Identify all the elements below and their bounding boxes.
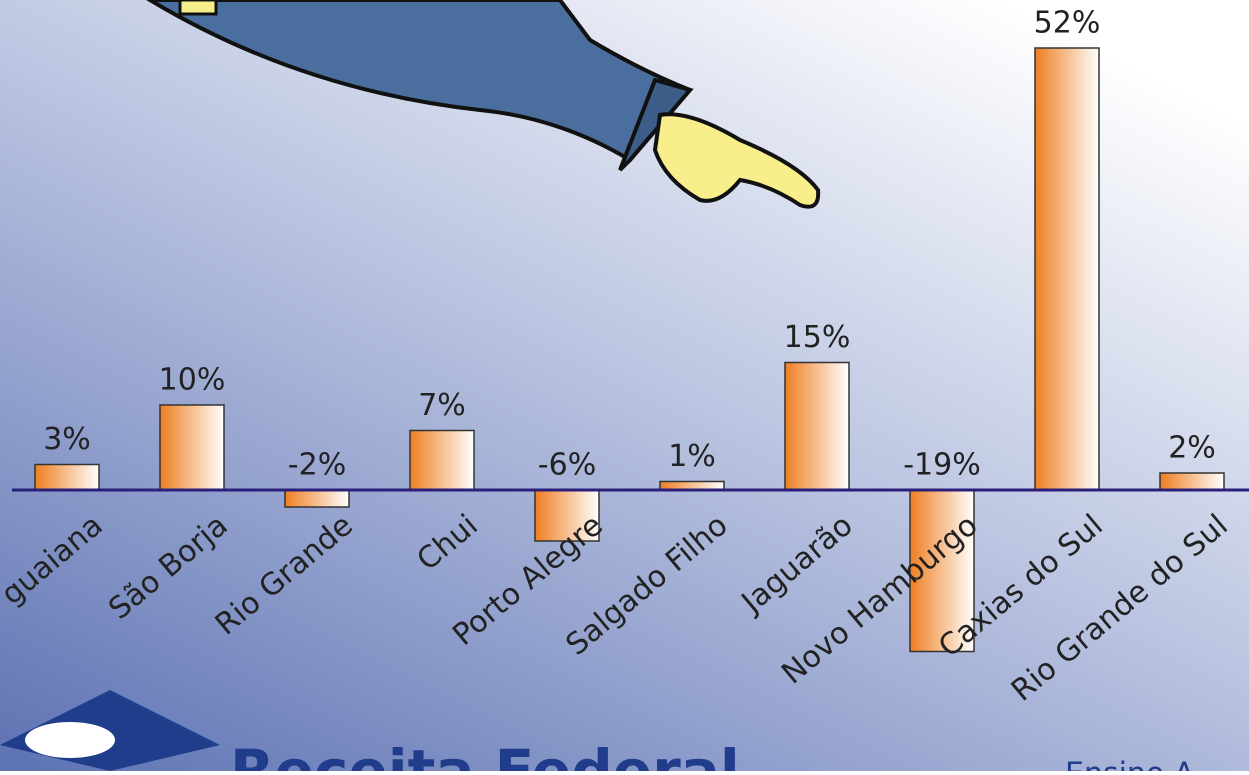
value-label: -6% (538, 448, 596, 483)
value-label: 2% (1168, 431, 1216, 466)
value-label: 52% (1034, 6, 1101, 41)
value-label: 10% (159, 363, 226, 398)
page: Receita Federal Ensino A 3%guaiana10%São… (0, 0, 1249, 771)
value-label: -2% (288, 448, 346, 483)
value-label: 15% (784, 320, 851, 355)
bar (1160, 473, 1224, 490)
bar (785, 363, 849, 491)
bar (285, 490, 349, 507)
bar (410, 431, 474, 491)
value-label: 3% (43, 422, 91, 457)
logo-text: Receita Federal (230, 737, 740, 771)
footer-text: Ensino A (1065, 757, 1195, 772)
bar (1035, 48, 1099, 490)
bar (35, 465, 99, 491)
value-label: 1% (668, 439, 716, 474)
bar (160, 405, 224, 490)
chart: Receita Federal Ensino A 3%guaiana10%São… (0, 0, 1249, 771)
value-label: 7% (418, 388, 466, 423)
value-label: -19% (903, 448, 981, 483)
